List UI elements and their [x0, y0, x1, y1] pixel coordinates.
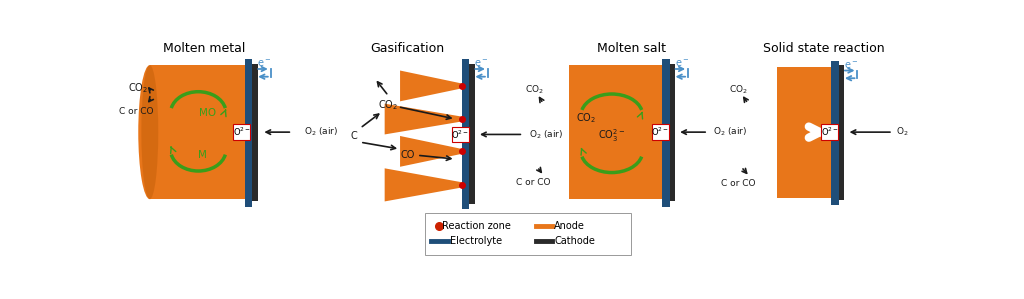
FancyBboxPatch shape	[821, 124, 839, 140]
Bar	[150, 65, 245, 199]
Polygon shape	[400, 71, 462, 101]
Text: Molten salt: Molten salt	[597, 42, 666, 56]
Ellipse shape	[141, 65, 159, 199]
Text: M: M	[198, 150, 207, 160]
Ellipse shape	[138, 65, 162, 199]
Text: Anode: Anode	[554, 221, 585, 231]
FancyBboxPatch shape	[452, 127, 469, 142]
Bar	[425, 213, 631, 255]
Polygon shape	[385, 168, 462, 202]
Polygon shape	[400, 136, 462, 167]
Text: CO$_3^{2-}$: CO$_3^{2-}$	[598, 128, 626, 144]
Text: Electrolyte: Electrolyte	[451, 237, 502, 246]
Text: O$^{2-}$: O$^{2-}$	[232, 126, 250, 138]
Text: C or CO: C or CO	[516, 178, 551, 187]
Text: O$^{2-}$: O$^{2-}$	[651, 126, 670, 138]
Bar	[462, 59, 469, 209]
Text: e$^-$: e$^-$	[844, 60, 858, 71]
Text: CO$_2$: CO$_2$	[524, 83, 544, 96]
Bar	[245, 59, 252, 207]
Bar	[777, 67, 831, 198]
Text: O$_2$ (air): O$_2$ (air)	[714, 126, 748, 138]
Text: CO$_2$: CO$_2$	[577, 111, 596, 125]
Text: CO: CO	[400, 150, 415, 160]
Bar	[569, 65, 662, 199]
Bar	[252, 64, 258, 202]
Bar	[662, 59, 670, 207]
Bar	[831, 60, 839, 205]
Text: e$^-$: e$^-$	[675, 58, 689, 69]
Text: e$^-$: e$^-$	[257, 58, 271, 69]
Text: CO$_2$: CO$_2$	[128, 81, 148, 95]
Text: MO: MO	[199, 108, 216, 118]
Text: O$^{2-}$: O$^{2-}$	[452, 128, 469, 141]
Bar	[670, 64, 675, 202]
Text: O$_2$ (air): O$_2$ (air)	[304, 126, 338, 138]
Text: O$_2$ (air): O$_2$ (air)	[529, 128, 563, 141]
Text: e$^-$: e$^-$	[474, 58, 488, 69]
Text: CO$_2$: CO$_2$	[729, 83, 748, 96]
Text: C or CO: C or CO	[120, 107, 154, 116]
Text: O$^{2-}$: O$^{2-}$	[821, 126, 839, 138]
FancyBboxPatch shape	[233, 124, 250, 140]
Text: O$_2$: O$_2$	[896, 126, 908, 138]
Text: C or CO: C or CO	[721, 179, 756, 188]
Text: Molten metal: Molten metal	[163, 42, 245, 56]
Text: Solid state reaction: Solid state reaction	[763, 42, 885, 56]
Bar	[839, 65, 845, 200]
Text: C: C	[350, 131, 357, 141]
Text: CO$_2$: CO$_2$	[379, 98, 398, 112]
Text: Gasification: Gasification	[371, 42, 444, 56]
Text: Reaction zone: Reaction zone	[441, 221, 511, 231]
Polygon shape	[385, 104, 462, 135]
Bar	[469, 64, 475, 204]
FancyBboxPatch shape	[652, 124, 669, 140]
Text: Cathode: Cathode	[554, 237, 595, 246]
